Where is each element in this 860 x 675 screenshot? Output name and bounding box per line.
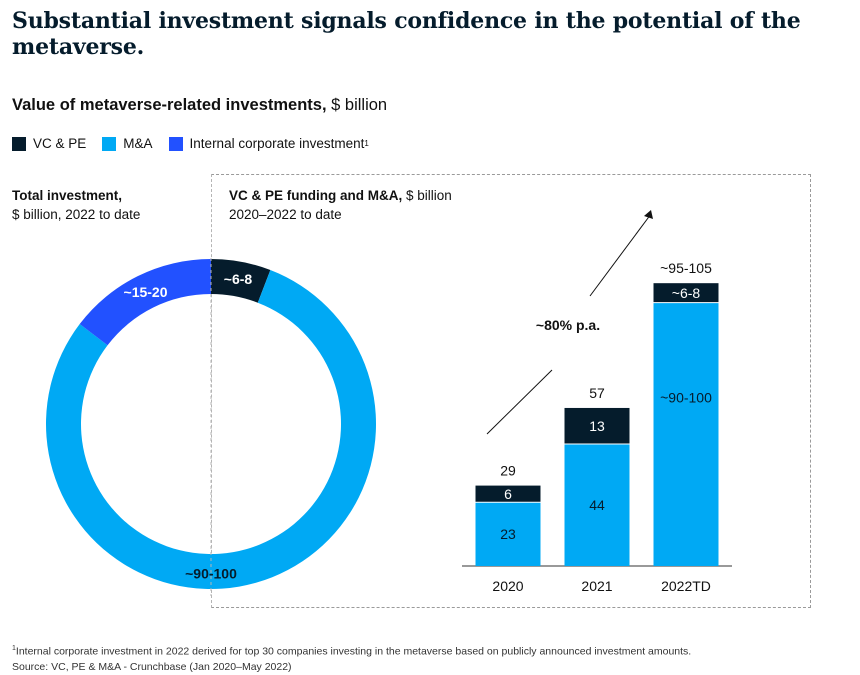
x-tick-2020: 2020 — [492, 578, 523, 594]
donut-label-m-a: ~90-100 — [185, 566, 237, 582]
right-panel-title-unit: $ billion — [402, 188, 452, 203]
footnote-text: 1Internal corporate investment in 2022 d… — [12, 645, 692, 658]
donut-slice-internal-corporate-investment — [79, 259, 212, 346]
legend-label-internal: Internal corporate investment — [189, 136, 365, 151]
growth-arrow-upper — [589, 213, 652, 297]
bar-ma-2022td — [653, 302, 719, 566]
bar-label-ma-2021: 44 — [589, 497, 605, 513]
legend-item-ma: M&A — [102, 136, 153, 151]
chart-title: Value of metaverse-related investments, … — [12, 96, 387, 115]
legend-label-ma: M&A — [123, 136, 153, 151]
growth-arrow-lower — [486, 369, 553, 435]
bar-label-ma-2020: 23 — [500, 526, 516, 542]
bar-ma-2021 — [564, 444, 630, 566]
chart-title-unit: $ billion — [326, 96, 388, 114]
donut-slice-vc-pe — [211, 259, 271, 303]
right-panel-title-main: VC & PE funding and M&A, — [229, 188, 403, 203]
legend-swatch-internal — [168, 136, 183, 151]
bar-total-2020: 29 — [500, 463, 516, 479]
footnote-mark: 1 — [12, 645, 16, 652]
legend-label-vc-pe: VC & PE — [33, 136, 87, 151]
source-note: Source: VC, PE & M&A - Crunchbase (Jan 2… — [12, 660, 292, 673]
x-tick-2021: 2021 — [581, 578, 612, 594]
headline: Substantial investment signals confidenc… — [12, 8, 801, 60]
chart-title-main: Value of metaverse-related investments, — [12, 96, 327, 114]
footnote: 1Internal corporate investment in 2022 d… — [12, 641, 691, 675]
bar-vcpe-2021 — [564, 407, 630, 444]
bar-label-vcpe-2021: 13 — [589, 418, 605, 434]
x-tick-2022td: 2022TD — [661, 578, 711, 594]
right-panel-subtitle: 2020–2022 to date — [229, 207, 342, 222]
bar-label-vcpe-2022td: ~6-8 — [672, 285, 701, 301]
donut-label-vc-pe: ~6-8 — [224, 271, 253, 287]
bar-label-vcpe-2020: 6 — [504, 486, 512, 502]
bar-vcpe-2022td — [653, 283, 719, 303]
left-panel-title: Total investment, $ billion, 2022 to dat… — [12, 186, 140, 224]
bar-total-2021: 57 — [589, 385, 605, 401]
right-panel-title: VC & PE funding and M&A, $ billion 2020–… — [229, 186, 452, 224]
legend-item-vc-pe: VC & PE — [12, 136, 86, 151]
legend-item-internal: Internal corporate investment 1 — [168, 136, 369, 151]
legend: VC & PE M&A Internal corporate investmen… — [12, 136, 385, 151]
donut-label-internal-corporate-investment: ~15-20 — [124, 284, 168, 300]
legend-swatch-ma — [102, 136, 117, 151]
left-panel-title-main: Total investment, — [12, 188, 123, 203]
bar-vcpe-2020 — [475, 485, 541, 503]
growth-arrow-head — [644, 210, 653, 219]
legend-swatch-vc-pe — [12, 136, 26, 151]
growth-annotation: ~80% p.a. — [536, 317, 600, 333]
legend-footnote-mark: 1 — [364, 139, 369, 148]
bar-ma-2020 — [475, 502, 541, 566]
bar-total-2022td: ~95-105 — [660, 260, 712, 276]
bar-label-ma-2022td: ~90-100 — [660, 389, 712, 405]
left-panel-subtitle: $ billion, 2022 to date — [12, 207, 141, 222]
